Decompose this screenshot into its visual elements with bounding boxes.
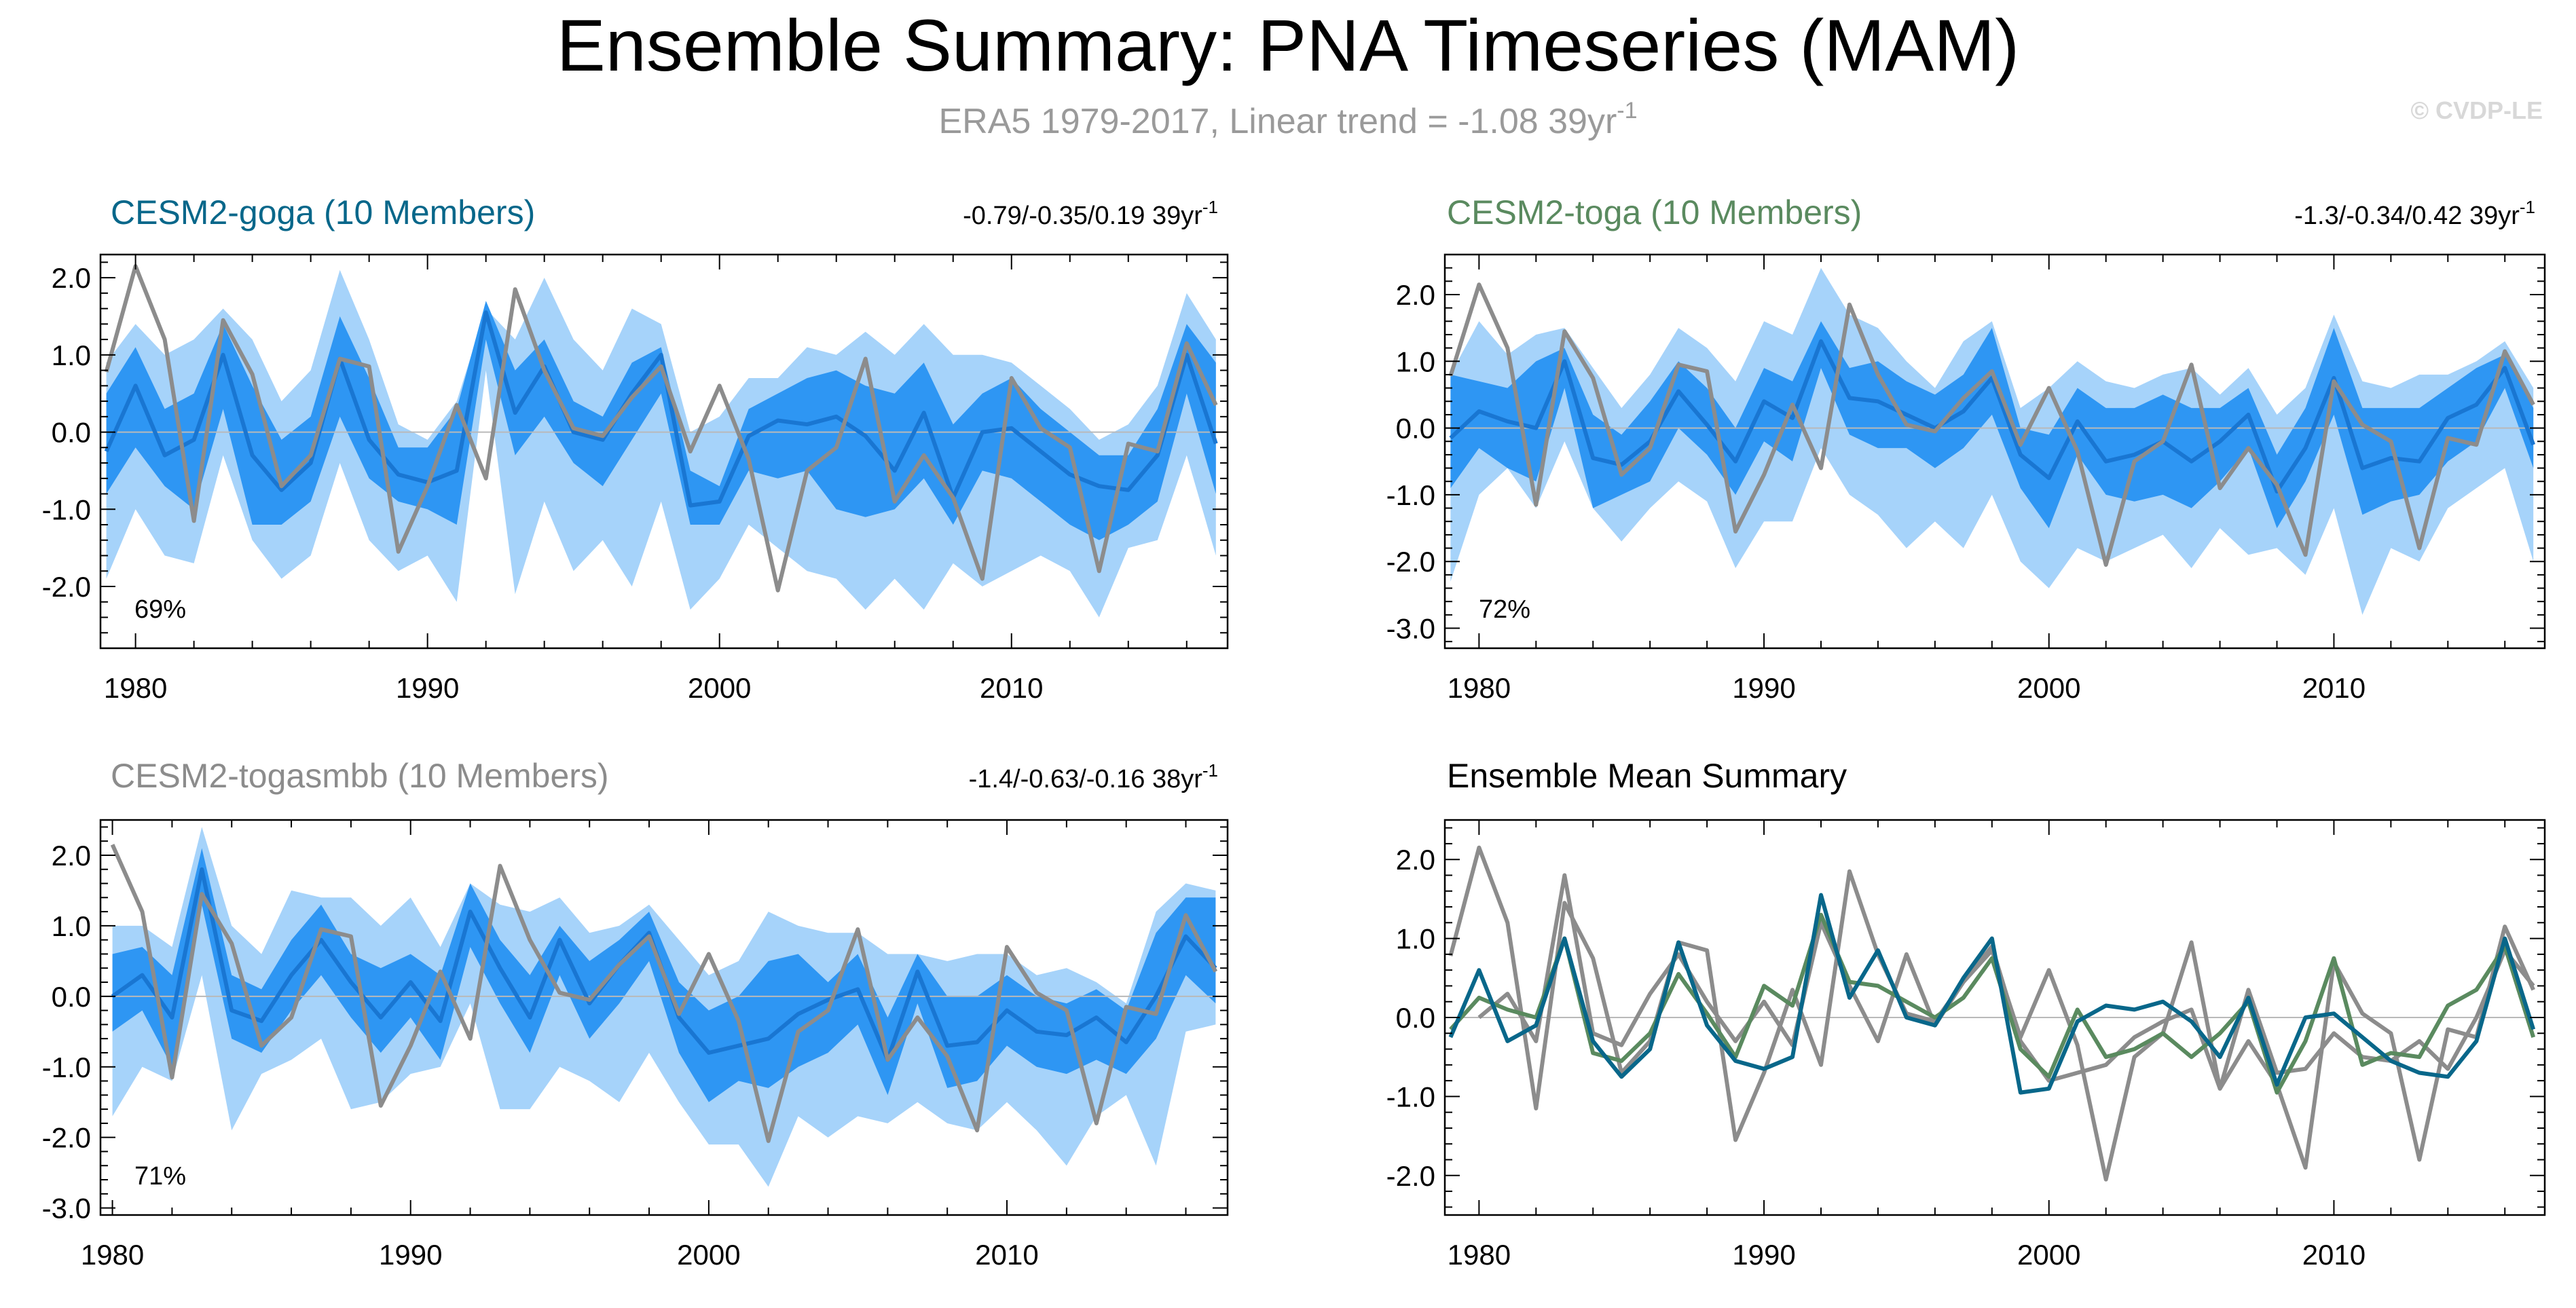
x-tick-label: 1980 [1448,672,1511,704]
x-tick-label: 2010 [2302,1239,2366,1271]
panel-title: Ensemble Mean Summary [1447,757,1847,795]
x-tick-label: 2000 [677,1239,740,1271]
observed-era5-line [104,264,1218,593]
y-tick-label: 2.0 [52,262,91,294]
trend-sup: -1 [2520,197,2535,217]
panel-title: CESM2-togasmbb (10 Members) [111,757,609,795]
panel-cesm2-goga: CESM2-goga (10 Members) -0.79/-0.35/0.19 … [42,193,1229,704]
y-tick-label: 1.0 [52,910,91,942]
y-tick-label: 2.0 [1396,279,1435,311]
x-tick-label: 1990 [1732,672,1795,704]
x-tick-label: 2010 [2302,672,2366,704]
y-tick-label: 1.0 [1396,923,1435,955]
plot-area [1445,267,2545,615]
trend-sup: -1 [1202,197,1218,217]
percent-label: 71% [134,1162,186,1191]
y-tick-label: -2.0 [42,571,91,603]
y-tick-label: -2.0 [1386,546,1435,578]
x-tick-label: 1990 [1732,1239,1795,1271]
x-tick-label: 1980 [104,672,167,704]
x-tick-label: 2000 [2017,672,2080,704]
trend-text: -1.3/-0.34/0.42 39yr [2294,202,2520,230]
plot-area [100,827,1228,1187]
y-tick-label: -2.0 [1386,1160,1435,1192]
y-tick-label: -1.0 [1386,1081,1435,1113]
y-tick-label: 0.0 [1396,1002,1435,1034]
y-tick-label: -1.0 [42,1051,91,1083]
y-tick-label: 0.0 [1396,413,1435,445]
inner-spread-band [106,301,1216,540]
plot-frame [99,253,1229,650]
plot-area [1445,845,2545,1182]
x-tick-label: 2010 [975,1239,1038,1271]
trend-sup: -1 [1202,760,1218,781]
y-tick-label: 2.0 [1396,844,1435,876]
ensemble-mean-line [1449,339,2536,493]
subtitle-text: ERA5 1979-2017, Linear trend = -1.08 39y… [939,102,1617,141]
outer-spread-band [1450,267,2534,615]
x-tick-label: 1980 [81,1239,144,1271]
y-tick-label: 1.0 [52,339,91,371]
plot-frame [99,819,1229,1216]
y-tick-label: 0.0 [52,981,91,1013]
y-tick-label: -3.0 [42,1193,91,1225]
panel-title: CESM2-toga (10 Members) [1447,193,1862,231]
plot-area [100,264,1228,618]
panel-cesm2-toga: CESM2-toga (10 Members) -1.3/-0.34/0.42 3… [1386,193,2546,704]
trend-label: -1.4/-0.63/-0.16 38yr-1 [969,760,1218,793]
trend-text: -1.4/-0.63/-0.16 38yr [969,765,1203,793]
percent-label: 69% [134,595,186,624]
outer-spread-band [106,269,1216,618]
observed-era5-line [1448,282,2535,567]
subtitle-sup: -1 [1617,98,1637,124]
y-tick-label: 1.0 [1396,345,1435,377]
x-tick-label: 2000 [2017,1239,2080,1271]
panel-ensemble-mean-summary: Ensemble Mean Summary 2.0 1.0 0.0 -1.0 -2.0 19… [1386,757,2546,1271]
y-tick-label: -1.0 [1386,479,1435,511]
observed-era5-line [110,844,1218,1143]
trend-label: -1.3/-0.34/0.42 39yr-1 [2294,197,2535,230]
figure-subtitle: ERA5 1979-2017, Linear trend = -1.08 39y… [939,98,1638,141]
x-tick-label: 1990 [379,1239,442,1271]
percent-label: 72% [1479,595,1530,624]
plot-frame [1443,253,2546,650]
x-tick-label: 1990 [396,672,459,704]
watermark: © CVDP-LE [2410,96,2543,124]
series-line-cesm2-goga [1448,893,2536,1095]
y-tick-label: -1.0 [42,493,91,525]
x-tick-label: 1980 [1448,1239,1511,1271]
x-tick-label: 2010 [980,672,1043,704]
y-tick-label: 0.0 [52,417,91,449]
trend-text: -0.79/-0.35/0.19 39yr [963,202,1202,230]
y-tick-label: -2.0 [42,1122,91,1154]
panel-cesm2-togasmbb: CESM2-togasmbb (10 Members) -1.4/-0.63/-0… [42,757,1229,1271]
panel-title: CESM2-goga (10 Members) [111,193,535,231]
ensemble-mean-line [104,310,1218,508]
figure-title: Ensemble Summary: PNA Timeseries (MAM) [557,4,2019,86]
series-line-era5 [1448,845,2535,1182]
x-tick-label: 2000 [688,672,751,704]
trend-label: -0.79/-0.35/0.19 39yr-1 [963,197,1218,230]
inner-spread-band [1450,321,2534,529]
y-tick-label: 2.0 [52,840,91,872]
y-tick-label: -3.0 [1386,613,1435,645]
